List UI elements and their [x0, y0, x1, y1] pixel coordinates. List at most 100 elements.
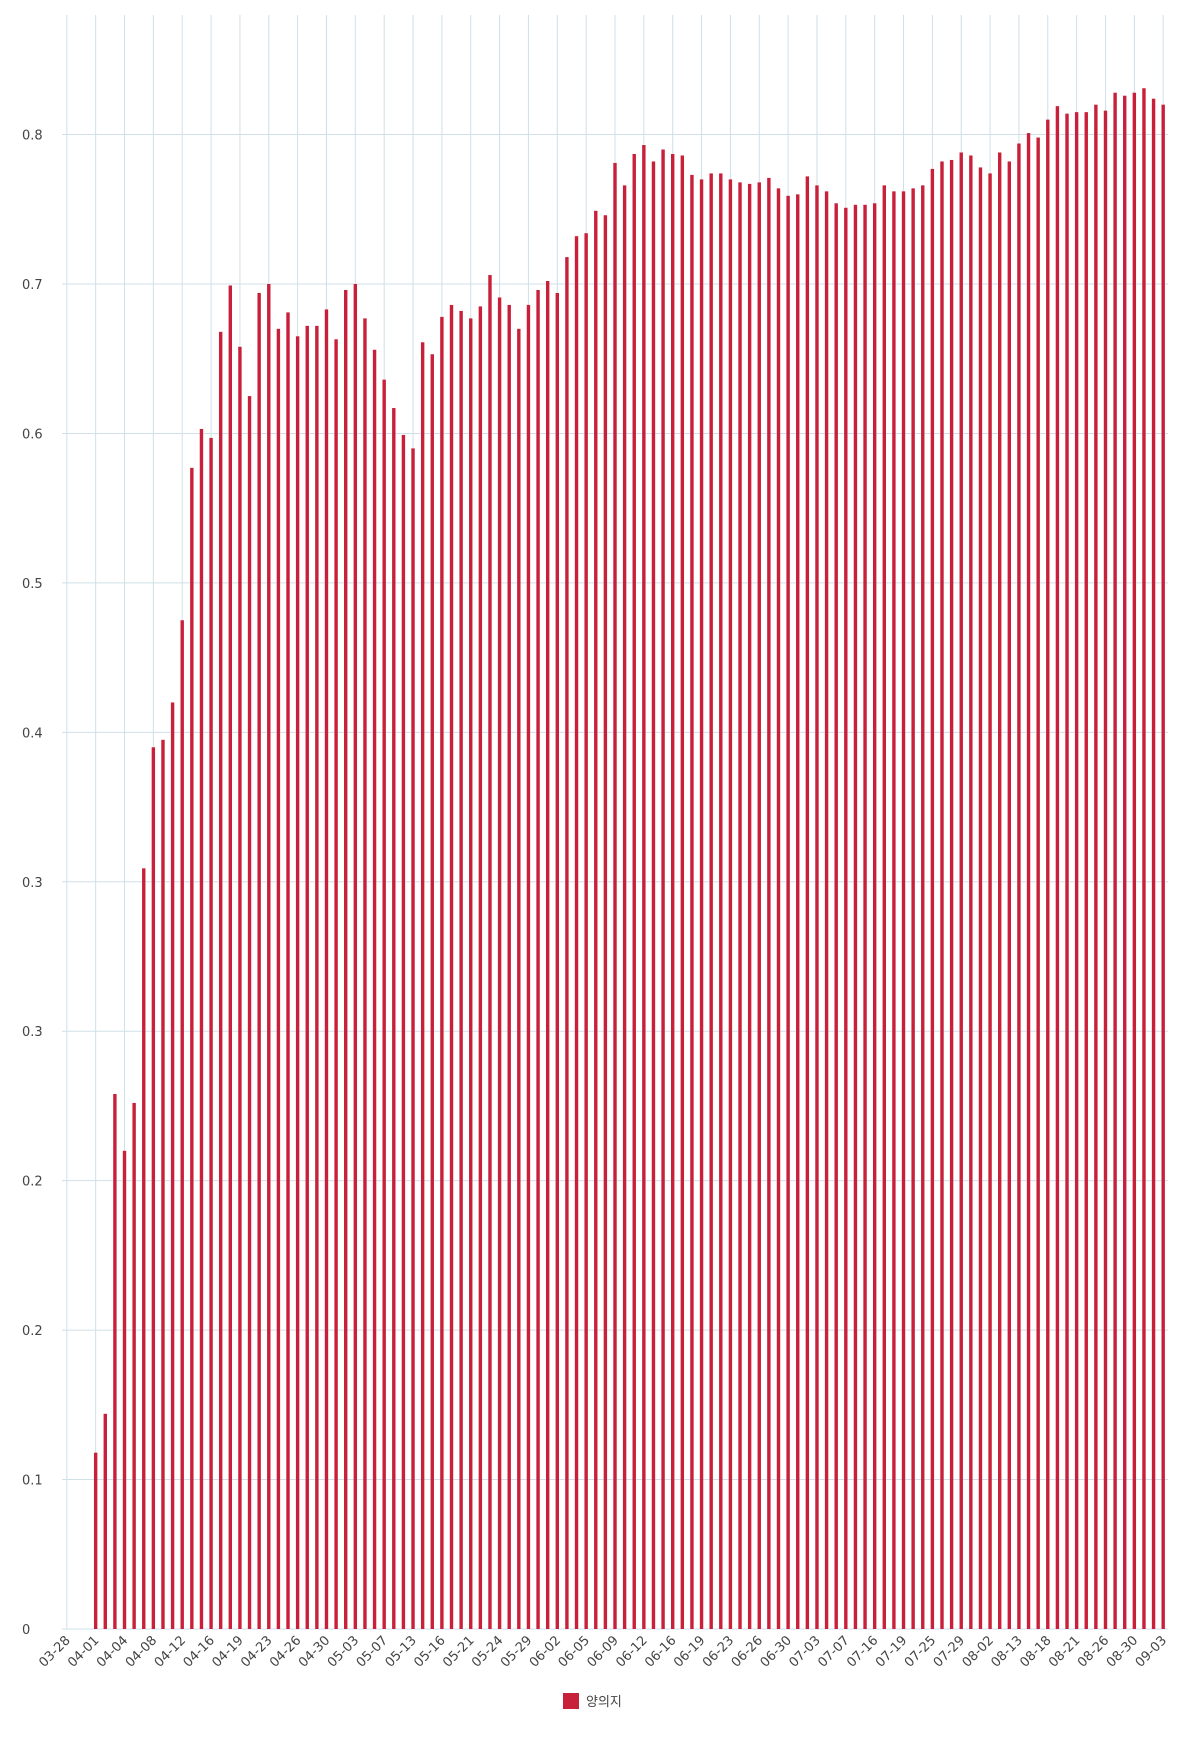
bar: [709, 173, 713, 1629]
y-tick-label: 0.8: [22, 129, 43, 144]
bar: [132, 1102, 136, 1629]
x-tick-label: 04-30: [296, 1633, 333, 1670]
bar: [872, 203, 877, 1629]
bar: [161, 739, 165, 1629]
bar: [1055, 106, 1060, 1629]
x-tick-label: 08-02: [960, 1633, 997, 1670]
bar: [565, 257, 569, 1630]
bar: [103, 1413, 107, 1629]
bar: [497, 297, 502, 1630]
bar: [844, 207, 848, 1630]
x-tick-label: 05-16: [411, 1633, 448, 1670]
bar: [603, 215, 608, 1629]
bar: [401, 434, 406, 1629]
x-tick-label: 06-30: [758, 1633, 795, 1670]
bar: [247, 396, 252, 1629]
bar: [719, 173, 723, 1629]
bar: [613, 162, 617, 1630]
bar: [113, 1093, 117, 1629]
x-tick-label: 08-26: [1075, 1633, 1112, 1670]
bar: [507, 304, 511, 1629]
bar: [93, 1452, 98, 1629]
bar: [1142, 88, 1146, 1629]
y-tick-label: 0.2: [22, 1324, 43, 1339]
bar: [988, 173, 992, 1629]
bar: [892, 191, 896, 1629]
bar: [1151, 98, 1156, 1630]
bar: [901, 191, 906, 1629]
bar: [218, 331, 223, 1629]
x-tick-label: 08-21: [1046, 1633, 1083, 1670]
bar: [940, 161, 944, 1629]
bar: [853, 204, 858, 1630]
y-tick-label: 0.5: [22, 577, 43, 592]
bar: [305, 325, 309, 1629]
x-tick-label: 05-24: [469, 1633, 506, 1670]
y-tick-label: 0.1: [22, 1474, 43, 1489]
bar: [747, 183, 752, 1630]
x-tick-label: 05-07: [354, 1633, 391, 1670]
bar: [728, 179, 733, 1629]
x-tick-label: 07-19: [873, 1633, 910, 1670]
x-tick-label: 06-16: [642, 1633, 679, 1670]
bar: [882, 185, 886, 1629]
x-tick-label: 08-18: [1017, 1633, 1054, 1670]
bar: [459, 310, 463, 1629]
bar: [997, 152, 1002, 1629]
bar: [276, 328, 281, 1629]
x-tick-label: 04-16: [181, 1633, 218, 1670]
x-tick-label: 04-04: [94, 1633, 131, 1670]
bar: [545, 281, 550, 1629]
y-tick-label: 0: [22, 1623, 30, 1638]
bar: [257, 292, 261, 1629]
bar: [411, 448, 415, 1629]
bar: [353, 284, 358, 1629]
legend-label: 양의지: [586, 1695, 622, 1710]
bar: [1123, 95, 1127, 1630]
bar: [190, 467, 194, 1630]
bar: [738, 182, 742, 1629]
bar: [574, 236, 579, 1630]
x-tick-label: 09-03: [1133, 1633, 1170, 1670]
bar: [651, 161, 656, 1629]
x-tick-label: 04-12: [152, 1633, 189, 1670]
bar: [209, 437, 213, 1630]
bar: [170, 702, 175, 1629]
x-tick-label: 07-25: [902, 1633, 939, 1670]
bar: [1026, 133, 1031, 1629]
bar: [767, 177, 771, 1630]
bar: [430, 354, 434, 1629]
legend-swatch: [563, 1693, 579, 1709]
bar: [796, 194, 800, 1629]
bar: [1065, 113, 1069, 1630]
bar: [420, 342, 425, 1629]
bar: [949, 159, 954, 1630]
x-tick-label: 04-23: [238, 1633, 275, 1670]
x-tick-label: 06-19: [671, 1633, 708, 1670]
x-tick-label: 08-30: [1104, 1633, 1141, 1670]
y-tick-label: 0.4: [22, 726, 43, 741]
bar: [680, 155, 685, 1629]
bar: [228, 285, 233, 1630]
bar: [392, 408, 396, 1630]
bar: [1084, 112, 1088, 1629]
x-tick-label: 08-13: [988, 1633, 1025, 1670]
bar: [911, 188, 915, 1629]
x-tick-label: 06-12: [613, 1633, 650, 1670]
bar: [1132, 92, 1137, 1630]
x-tick-label: 07-07: [815, 1633, 852, 1670]
bar: [536, 289, 540, 1629]
bar: [786, 195, 790, 1630]
bar: [440, 316, 444, 1629]
x-tick-label: 07-16: [844, 1633, 881, 1670]
bar: [286, 312, 290, 1630]
bar: [815, 185, 819, 1629]
bar: [622, 185, 627, 1629]
bar: [517, 328, 521, 1629]
bar: [478, 306, 483, 1630]
bar: [978, 167, 983, 1629]
bar: [1017, 143, 1021, 1629]
bar: [671, 153, 675, 1629]
x-tick-label: 07-29: [931, 1633, 968, 1670]
bar: [238, 346, 242, 1630]
